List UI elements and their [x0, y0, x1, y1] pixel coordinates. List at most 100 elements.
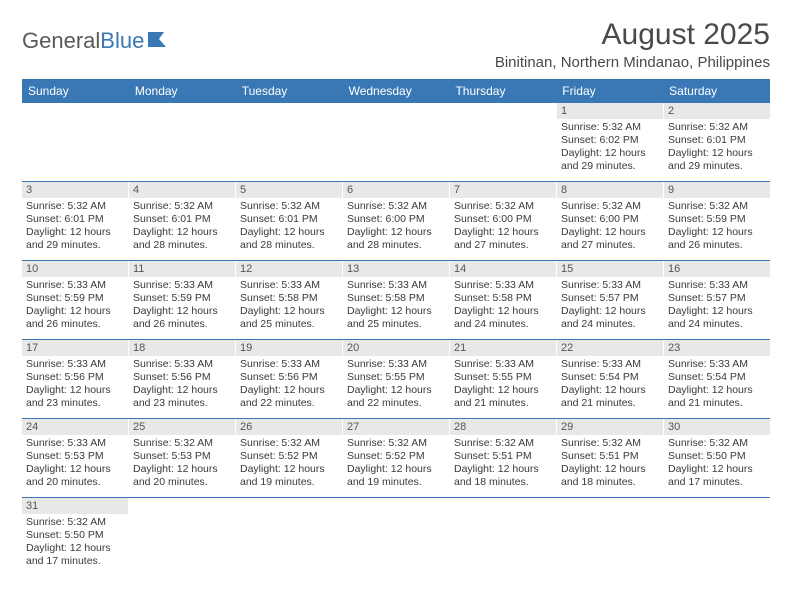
- day-body: Sunrise: 5:33 AMSunset: 5:53 PMDaylight:…: [22, 435, 128, 493]
- daylight-line1: Daylight: 12 hours: [240, 384, 338, 397]
- daylight-line1: Daylight: 12 hours: [668, 226, 766, 239]
- day-number: 30: [664, 419, 770, 435]
- sunrise-text: Sunrise: 5:32 AM: [26, 516, 124, 529]
- sunset-text: Sunset: 5:50 PM: [26, 529, 124, 542]
- daylight-line2: and 17 minutes.: [26, 555, 124, 568]
- day-cell: 18Sunrise: 5:33 AMSunset: 5:56 PMDayligh…: [129, 340, 236, 418]
- daylight-line2: and 17 minutes.: [668, 476, 766, 489]
- sunrise-text: Sunrise: 5:33 AM: [347, 358, 445, 371]
- sunset-text: Sunset: 5:54 PM: [668, 371, 766, 384]
- sunset-text: Sunset: 6:01 PM: [668, 134, 766, 147]
- daylight-line2: and 25 minutes.: [240, 318, 338, 331]
- sunrise-text: Sunrise: 5:32 AM: [454, 200, 552, 213]
- sunset-text: Sunset: 5:54 PM: [561, 371, 659, 384]
- daylight-line2: and 28 minutes.: [133, 239, 231, 252]
- day-body: Sunrise: 5:32 AMSunset: 5:50 PMDaylight:…: [22, 514, 128, 572]
- day-body: Sunrise: 5:33 AMSunset: 5:59 PMDaylight:…: [129, 277, 235, 335]
- day-body: Sunrise: 5:33 AMSunset: 5:55 PMDaylight:…: [343, 356, 449, 414]
- day-body: Sunrise: 5:33 AMSunset: 5:58 PMDaylight:…: [450, 277, 556, 335]
- daylight-line1: Daylight: 12 hours: [454, 384, 552, 397]
- sunrise-text: Sunrise: 5:33 AM: [561, 279, 659, 292]
- day-cell: 19Sunrise: 5:33 AMSunset: 5:56 PMDayligh…: [236, 340, 343, 418]
- daylight-line2: and 23 minutes.: [133, 397, 231, 410]
- daylight-line1: Daylight: 12 hours: [561, 147, 659, 160]
- dow-cell: Wednesday: [343, 79, 450, 103]
- day-number: 17: [22, 340, 128, 356]
- sunrise-text: Sunrise: 5:32 AM: [668, 121, 766, 134]
- daylight-line2: and 18 minutes.: [454, 476, 552, 489]
- daylight-line1: Daylight: 12 hours: [668, 147, 766, 160]
- daylight-line2: and 21 minutes.: [561, 397, 659, 410]
- sunrise-text: Sunrise: 5:32 AM: [240, 200, 338, 213]
- dow-header-row: SundayMondayTuesdayWednesdayThursdayFrid…: [22, 79, 770, 103]
- sunrise-text: Sunrise: 5:33 AM: [454, 358, 552, 371]
- day-number: 24: [22, 419, 128, 435]
- sunrise-text: Sunrise: 5:32 AM: [561, 200, 659, 213]
- day-body: Sunrise: 5:33 AMSunset: 5:58 PMDaylight:…: [236, 277, 342, 335]
- daylight-line1: Daylight: 12 hours: [561, 463, 659, 476]
- daylight-line2: and 18 minutes.: [561, 476, 659, 489]
- daylight-line1: Daylight: 12 hours: [240, 463, 338, 476]
- daylight-line2: and 27 minutes.: [454, 239, 552, 252]
- daylight-line1: Daylight: 12 hours: [561, 384, 659, 397]
- daylight-line2: and 24 minutes.: [454, 318, 552, 331]
- dow-cell: Sunday: [22, 79, 129, 103]
- sunset-text: Sunset: 5:57 PM: [668, 292, 766, 305]
- daylight-line1: Daylight: 12 hours: [26, 542, 124, 555]
- sunrise-text: Sunrise: 5:32 AM: [133, 437, 231, 450]
- day-number: 11: [129, 261, 235, 277]
- dow-cell: Friday: [556, 79, 663, 103]
- day-number: 4: [129, 182, 235, 198]
- daylight-line2: and 23 minutes.: [26, 397, 124, 410]
- sunrise-text: Sunrise: 5:32 AM: [240, 437, 338, 450]
- calendar-page: GeneralBlue August 2025 Binitinan, North…: [0, 0, 792, 576]
- day-number: 19: [236, 340, 342, 356]
- empty-day-cell: [22, 103, 129, 181]
- dow-cell: Thursday: [449, 79, 556, 103]
- daylight-line2: and 24 minutes.: [561, 318, 659, 331]
- sunset-text: Sunset: 5:50 PM: [668, 450, 766, 463]
- daylight-line1: Daylight: 12 hours: [347, 226, 445, 239]
- daylight-line1: Daylight: 12 hours: [668, 305, 766, 318]
- header-row: GeneralBlue August 2025 Binitinan, North…: [22, 18, 770, 71]
- day-number: 15: [557, 261, 663, 277]
- day-number: 3: [22, 182, 128, 198]
- day-number: 18: [129, 340, 235, 356]
- sunset-text: Sunset: 5:56 PM: [133, 371, 231, 384]
- day-number: 1: [557, 103, 663, 119]
- day-cell: 21Sunrise: 5:33 AMSunset: 5:55 PMDayligh…: [450, 340, 557, 418]
- sunset-text: Sunset: 5:58 PM: [347, 292, 445, 305]
- empty-day-cell: [450, 103, 557, 181]
- day-number: 25: [129, 419, 235, 435]
- daylight-line2: and 19 minutes.: [240, 476, 338, 489]
- day-body: Sunrise: 5:33 AMSunset: 5:56 PMDaylight:…: [129, 356, 235, 414]
- daylight-line2: and 25 minutes.: [347, 318, 445, 331]
- empty-day-cell: [129, 103, 236, 181]
- sunset-text: Sunset: 5:57 PM: [561, 292, 659, 305]
- day-cell: 16Sunrise: 5:33 AMSunset: 5:57 PMDayligh…: [664, 261, 770, 339]
- day-cell: 30Sunrise: 5:32 AMSunset: 5:50 PMDayligh…: [664, 419, 770, 497]
- sunrise-text: Sunrise: 5:32 AM: [347, 200, 445, 213]
- day-body: Sunrise: 5:32 AMSunset: 5:51 PMDaylight:…: [557, 435, 663, 493]
- day-cell: 10Sunrise: 5:33 AMSunset: 5:59 PMDayligh…: [22, 261, 129, 339]
- day-cell: 7Sunrise: 5:32 AMSunset: 6:00 PMDaylight…: [450, 182, 557, 260]
- daylight-line1: Daylight: 12 hours: [668, 384, 766, 397]
- daylight-line2: and 22 minutes.: [240, 397, 338, 410]
- day-cell: 23Sunrise: 5:33 AMSunset: 5:54 PMDayligh…: [664, 340, 770, 418]
- week-row: 3Sunrise: 5:32 AMSunset: 6:01 PMDaylight…: [22, 182, 770, 261]
- day-number: 28: [450, 419, 556, 435]
- day-cell: 8Sunrise: 5:32 AMSunset: 6:00 PMDaylight…: [557, 182, 664, 260]
- sunset-text: Sunset: 6:01 PM: [240, 213, 338, 226]
- daylight-line1: Daylight: 12 hours: [240, 305, 338, 318]
- sunset-text: Sunset: 5:53 PM: [133, 450, 231, 463]
- day-number: 26: [236, 419, 342, 435]
- daylight-line2: and 24 minutes.: [668, 318, 766, 331]
- sunset-text: Sunset: 5:51 PM: [454, 450, 552, 463]
- sunset-text: Sunset: 5:59 PM: [133, 292, 231, 305]
- calendar-grid: SundayMondayTuesdayWednesdayThursdayFrid…: [22, 79, 770, 576]
- logo: GeneralBlue: [22, 18, 174, 54]
- sunset-text: Sunset: 5:51 PM: [561, 450, 659, 463]
- daylight-line2: and 29 minutes.: [561, 160, 659, 173]
- week-row: 10Sunrise: 5:33 AMSunset: 5:59 PMDayligh…: [22, 261, 770, 340]
- daylight-line2: and 26 minutes.: [26, 318, 124, 331]
